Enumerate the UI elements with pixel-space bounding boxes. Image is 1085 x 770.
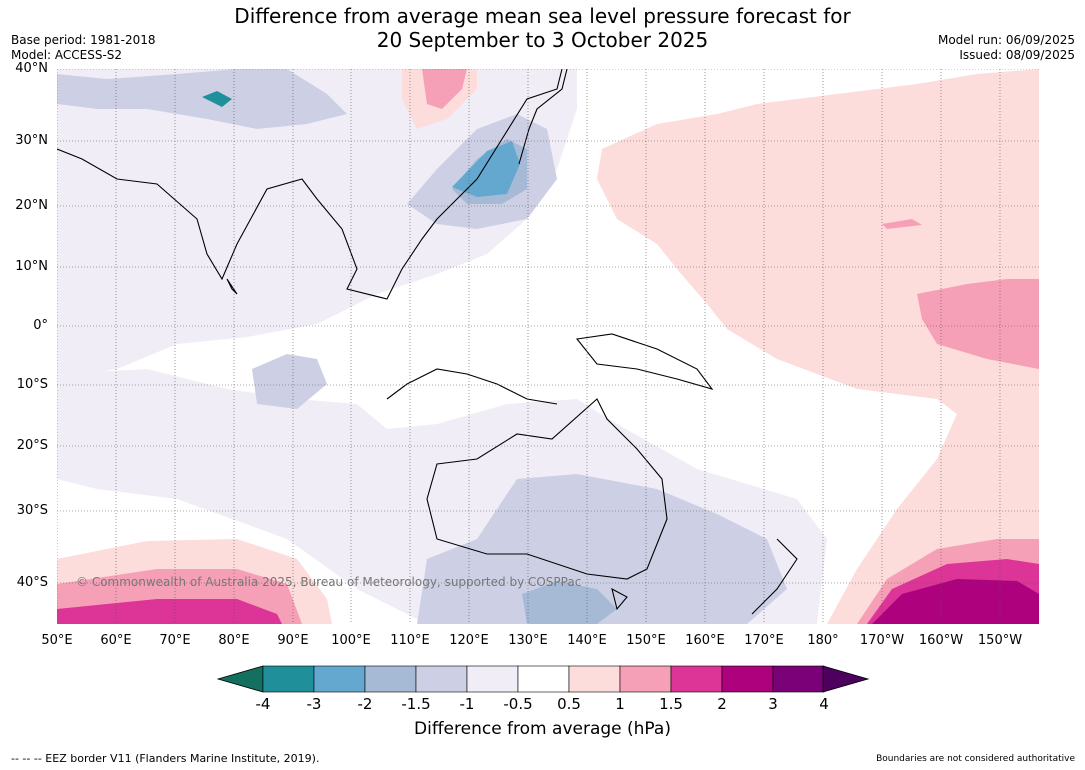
colorbar-tick: 0.5 <box>557 695 581 713</box>
lat-label-30n: 30°N <box>15 133 48 148</box>
title-line-2: 20 September to 3 October 2025 <box>376 28 709 52</box>
lon-label-170e: 170°E <box>744 633 784 648</box>
colorbar-label: Difference from average (hPa) <box>414 719 671 739</box>
anomaly-region-small-positive-pacific <box>882 219 922 229</box>
anomaly-region-light-negative <box>57 69 577 379</box>
lon-label-140e: 140°E <box>567 633 607 648</box>
anomaly-region-mid-positive-north <box>422 69 467 109</box>
lat-label-0: 0° <box>33 318 48 333</box>
copyright-notice: © Commonwealth of Australia 2025, Bureau… <box>76 575 582 589</box>
lon-label-90e: 90°E <box>277 633 309 648</box>
lon-label-150e: 150°E <box>626 633 666 648</box>
colorbar-arrow-left <box>216 665 264 693</box>
lat-label-40s: 40°S <box>16 575 48 590</box>
colorbar-swatch <box>466 665 519 693</box>
colorbar-tick: 4 <box>819 695 829 713</box>
colorbar-swatch <box>262 665 315 693</box>
colorbar-tick: 1.5 <box>659 695 683 713</box>
lon-label-160e: 160°E <box>685 633 725 648</box>
anomaly-region-negative-io <box>252 354 327 409</box>
lon-label-110e: 110°E <box>390 633 430 648</box>
anomaly-region-tibet-core <box>202 91 232 107</box>
boundary-disclaimer: Boundaries are not considered authoritat… <box>876 754 1075 764</box>
colorbar-tick: 2 <box>717 695 727 713</box>
colorbar-swatch <box>364 665 417 693</box>
colorbar-tick: 1 <box>615 695 625 713</box>
lon-label-80e: 80°E <box>218 633 250 648</box>
colorbar-swatch <box>721 665 774 693</box>
colorbar-tick: -4 <box>255 695 271 713</box>
lat-label-20n: 20°N <box>15 198 48 213</box>
colorbar-swatch <box>517 665 570 693</box>
colorbar-swatch <box>772 665 825 693</box>
colorbar-tick: -3 <box>306 695 322 713</box>
eez-legend: -- -- -- EEZ border V11 (Flanders Marine… <box>11 752 320 765</box>
meta-right: Model run: 06/09/2025 Issued: 08/09/2025 <box>938 33 1075 63</box>
colorbar-swatch <box>415 665 468 693</box>
colorbar <box>216 665 870 693</box>
lon-label-180: 180° <box>807 633 839 648</box>
anomaly-region-positive-pacific <box>597 69 1039 624</box>
colorbar-tick: -1.5 <box>401 695 431 713</box>
colorbar-tick: 3 <box>768 695 778 713</box>
anomaly-region-mid-positive-pacific <box>917 279 1039 369</box>
colorbar-tick: -0.5 <box>503 695 533 713</box>
lon-label-160w: 160°W <box>918 633 964 648</box>
issued-date: Issued: 08/09/2025 <box>959 48 1075 62</box>
base-period: Base period: 1981-2018 <box>11 33 156 47</box>
pressure-anomaly-map <box>57 69 1039 624</box>
lon-label-60e: 60°E <box>100 633 132 648</box>
model-name: Model: ACCESS-S2 <box>11 48 123 62</box>
lon-label-70e: 70°E <box>159 633 191 648</box>
lon-label-170w: 170°W <box>859 633 905 648</box>
lon-label-150w: 150°W <box>977 633 1023 648</box>
lon-label-100e: 100°E <box>331 633 371 648</box>
lon-label-120e: 120°E <box>449 633 489 648</box>
graticule <box>57 69 1039 624</box>
lat-label-20s: 20°S <box>16 438 48 453</box>
anomaly-region-very-strong-positive-east <box>872 579 1039 624</box>
colorbar-swatch <box>619 665 672 693</box>
anomaly-region-strong-positive-southwest <box>57 599 282 624</box>
colorbar-swatch <box>568 665 621 693</box>
lat-label-30s: 30°S <box>16 503 48 518</box>
coastlines <box>57 69 798 615</box>
model-run: Model run: 06/09/2025 <box>937 33 1075 47</box>
lat-label-10n: 10°N <box>15 259 48 274</box>
colorbar-swatch <box>313 665 366 693</box>
colorbar-swatch <box>670 665 723 693</box>
colorbar-tick: -2 <box>357 695 373 713</box>
lat-label-10s: 10°S <box>16 377 48 392</box>
anomaly-region-negative-tibet <box>57 69 347 129</box>
chart-title: Difference from average mean sea level p… <box>0 4 1085 52</box>
anomaly-region-negative-aus <box>417 474 787 624</box>
colorbar-tick: -1 <box>459 695 475 713</box>
anomaly-region-mid-negative-aus <box>522 581 617 624</box>
colorbar-arrow-right <box>822 665 870 693</box>
lat-label-40n: 40°N <box>15 61 48 76</box>
lon-label-130e: 130°E <box>508 633 548 648</box>
title-line-1: Difference from average mean sea level p… <box>234 4 851 28</box>
lon-label-50e: 50°E <box>41 633 73 648</box>
meta-left: Base period: 1981-2018 Model: ACCESS-S2 <box>11 33 156 63</box>
